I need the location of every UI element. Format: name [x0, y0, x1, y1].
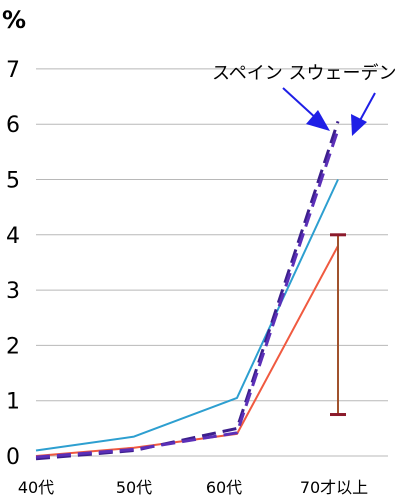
annotation-arrowhead-2 — [351, 114, 367, 136]
y-unit-label: % — [2, 6, 26, 34]
y-tick-labels: 0 1 2 3 4 5 6 7 — [6, 58, 20, 470]
error-bar — [330, 233, 346, 417]
x-tick-label-1: 50代 — [116, 478, 152, 497]
y-tick-label-2: 2 — [6, 334, 20, 359]
annotation-label: スペイン スウェーデン — [212, 63, 396, 84]
y-tick-label-0: 0 — [6, 445, 20, 470]
series-lines — [35, 120, 340, 461]
x-tick-label-3: 70才以上 — [300, 478, 368, 497]
y-tick-label-6: 6 — [6, 113, 20, 138]
annotation: スペイン スウェーデン — [212, 63, 396, 136]
y-tick-label-5: 5 — [6, 169, 20, 194]
y-tick-label-1: 1 — [6, 390, 20, 415]
x-tick-labels: 40代 50代 60代 70才以上 — [18, 478, 368, 497]
series-line-3 — [35, 129, 340, 459]
y-tick-label-3: 3 — [6, 279, 20, 304]
gridlines — [36, 68, 388, 457]
annotation-arrow-1 — [282, 87, 319, 121]
x-tick-label-2: 60代 — [206, 478, 242, 497]
y-tick-label-4: 4 — [6, 224, 20, 249]
annotation-arrow-2 — [357, 92, 376, 125]
y-tick-label-7: 7 — [6, 58, 20, 83]
x-tick-label-0: 40代 — [18, 478, 54, 497]
annotation-arrowhead-1 — [306, 110, 330, 131]
series-line-0 — [35, 179, 339, 452]
